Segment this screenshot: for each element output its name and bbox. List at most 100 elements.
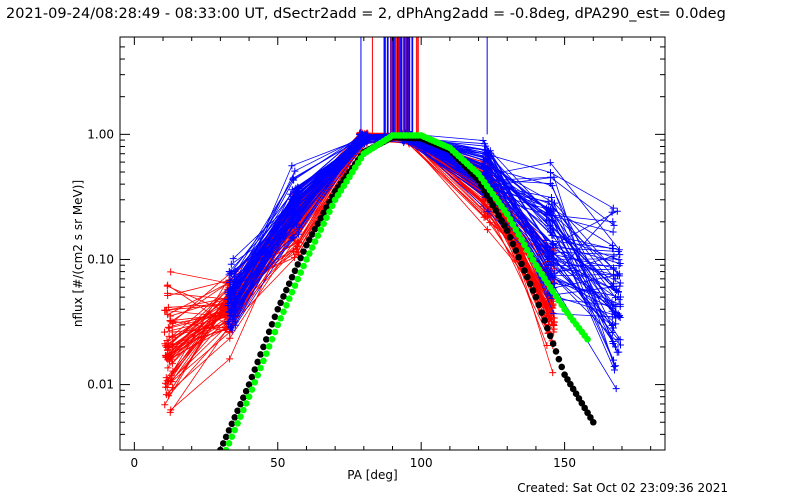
model-point-green: [240, 406, 247, 414]
data-marker-cross: [548, 239, 556, 247]
data-marker-cross: [613, 207, 621, 215]
data-marker-cross: [294, 230, 302, 238]
model-point-black: [495, 212, 502, 219]
data-marker-cross: [550, 173, 558, 181]
model-point-black: [297, 254, 305, 262]
model-point-black: [265, 328, 273, 336]
axes: 0 50 100 150 0.01 0.10 1.00 PA [deg] nflux [#/(c…: [71, 36, 665, 482]
model-point-black: [558, 363, 566, 371]
model-point-green: [222, 446, 230, 450]
model-point-green: [297, 269, 305, 276]
model-point-green: [518, 236, 525, 244]
model-point-green: [526, 251, 534, 259]
model-point-black: [581, 404, 588, 412]
model-point-black: [268, 321, 276, 328]
model-point-green: [257, 364, 264, 372]
model-point-green: [317, 226, 325, 233]
data-marker-cross: [616, 282, 624, 290]
data-marker-cross: [480, 213, 488, 221]
model-point-green: [300, 262, 307, 270]
data-marker-cross: [487, 149, 495, 157]
model-point-black: [242, 387, 250, 395]
data-marker-cross: [549, 205, 557, 213]
data-marker-cross: [226, 355, 234, 363]
model-point-black: [535, 301, 543, 309]
model-point-green: [288, 288, 296, 296]
data-marker-cross: [479, 160, 487, 168]
model-point-black: [288, 273, 296, 281]
model-point-black: [584, 409, 591, 417]
model-point-black: [320, 209, 327, 217]
data-marker-cross: [610, 363, 618, 371]
data-marker-cross: [164, 281, 172, 289]
data-marker-cross: [542, 216, 550, 224]
x-tick-label: 150: [553, 456, 576, 470]
model-point-black: [300, 248, 307, 255]
data-marker-cross: [166, 408, 174, 416]
model-point-black: [552, 348, 560, 355]
model-point-black: [274, 305, 282, 313]
model-point-green: [231, 426, 239, 434]
data-marker-cross: [231, 309, 239, 317]
data-marker-cross: [615, 262, 623, 270]
model-point-black: [561, 371, 568, 378]
data-marker-cross: [290, 253, 298, 261]
model-point-green: [277, 315, 284, 322]
data-marker-cross: [164, 343, 172, 351]
model-point-black: [501, 222, 508, 229]
model-point-green: [283, 301, 290, 309]
model-point-black: [225, 427, 233, 434]
model-point-green: [303, 256, 310, 263]
model-point-green: [274, 321, 282, 329]
model-point-black: [277, 299, 284, 307]
data-marker-cross: [616, 270, 624, 278]
data-marker-cross: [162, 383, 170, 391]
data-marker-cross: [617, 341, 625, 349]
data-marker-cross: [612, 385, 620, 393]
x-tick-label: 50: [270, 456, 285, 470]
model-point-black: [489, 202, 497, 209]
model-point-black: [567, 380, 574, 388]
model-point-black: [578, 399, 586, 407]
data-marker-cross: [167, 318, 175, 326]
data-marker-cross: [291, 167, 299, 175]
model-point-black: [254, 358, 261, 366]
model-point-black: [515, 253, 523, 261]
data-marker-cross: [550, 310, 558, 318]
data-marker-cross: [231, 267, 239, 275]
data-marker-cross: [544, 198, 552, 206]
data-marker-cross: [480, 165, 488, 173]
data-marker-cross: [359, 137, 367, 145]
data-line-blue: [230, 136, 620, 353]
data-marker-cross: [609, 324, 617, 332]
data-marker-cross: [484, 207, 492, 215]
model-point-black: [555, 355, 563, 363]
model-point-green: [254, 371, 261, 379]
model-point-black: [538, 309, 545, 316]
data-marker-cross: [290, 222, 298, 230]
model-point-black: [228, 420, 236, 428]
data-marker-cross: [165, 352, 173, 360]
model-point-black: [526, 280, 534, 288]
model-point-green: [265, 343, 273, 350]
data-marker-cross: [479, 136, 487, 144]
data-marker-cross: [289, 174, 297, 182]
data-marker-cross: [547, 273, 555, 281]
model-point-black: [587, 414, 594, 421]
data-marker-cross: [615, 256, 623, 264]
model-point-black: [549, 340, 557, 347]
model-point-black: [529, 287, 537, 294]
model-point-green: [320, 220, 327, 227]
data-marker-cross: [164, 303, 172, 311]
data-marker-cross: [614, 248, 622, 256]
model-point-green: [584, 336, 591, 343]
model-point-black: [486, 197, 494, 204]
data-marker-cross: [162, 391, 170, 399]
data-marker-cross: [609, 204, 617, 212]
data-line-red: [167, 137, 555, 381]
model-point-black: [492, 207, 500, 214]
data-marker-cross: [161, 307, 169, 315]
data-marker-cross: [546, 180, 554, 188]
x-axis-label: PA [deg]: [347, 468, 397, 482]
data-marker-cross: [616, 302, 624, 310]
